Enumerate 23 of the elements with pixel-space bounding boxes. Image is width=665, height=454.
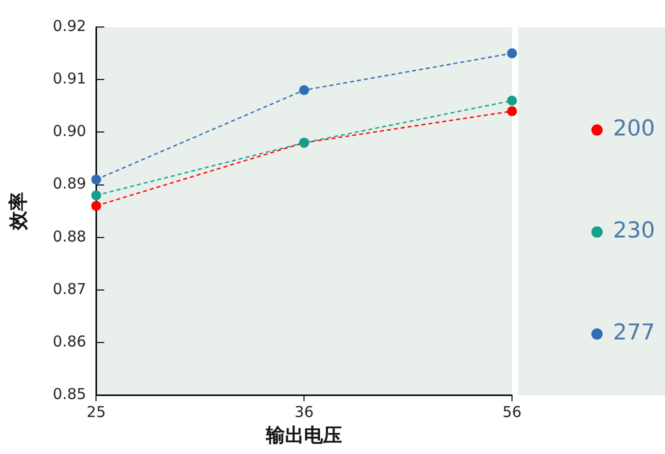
point <box>91 200 102 211</box>
point <box>91 190 102 200</box>
point <box>507 106 518 116</box>
y-tick-label: 0.88 <box>52 227 86 246</box>
x-tick-label: 25 <box>86 403 106 422</box>
y-tick-label: 0.90 <box>52 122 86 140</box>
legend-label: 277 <box>613 320 656 346</box>
point <box>299 85 310 96</box>
legend-label: 230 <box>613 218 656 244</box>
x-tick-label: 56 <box>502 403 522 422</box>
point <box>507 48 518 58</box>
y-tick-label: 0.89 <box>52 174 86 193</box>
y-tick-label: 0.87 <box>52 280 86 298</box>
x-axis-title: 输出电压 <box>265 424 342 447</box>
point <box>91 174 102 185</box>
x-tick-label: 36 <box>294 403 314 422</box>
legend-label: 200 <box>613 116 656 142</box>
y-tick-label: 0.86 <box>52 332 86 350</box>
point <box>507 96 518 106</box>
y-tick-label: 0.92 <box>52 16 86 35</box>
y-tick-label: 0.91 <box>52 69 86 88</box>
y-tick-label: 0.85 <box>52 385 86 404</box>
y-axis-title: 效率 <box>7 192 30 232</box>
